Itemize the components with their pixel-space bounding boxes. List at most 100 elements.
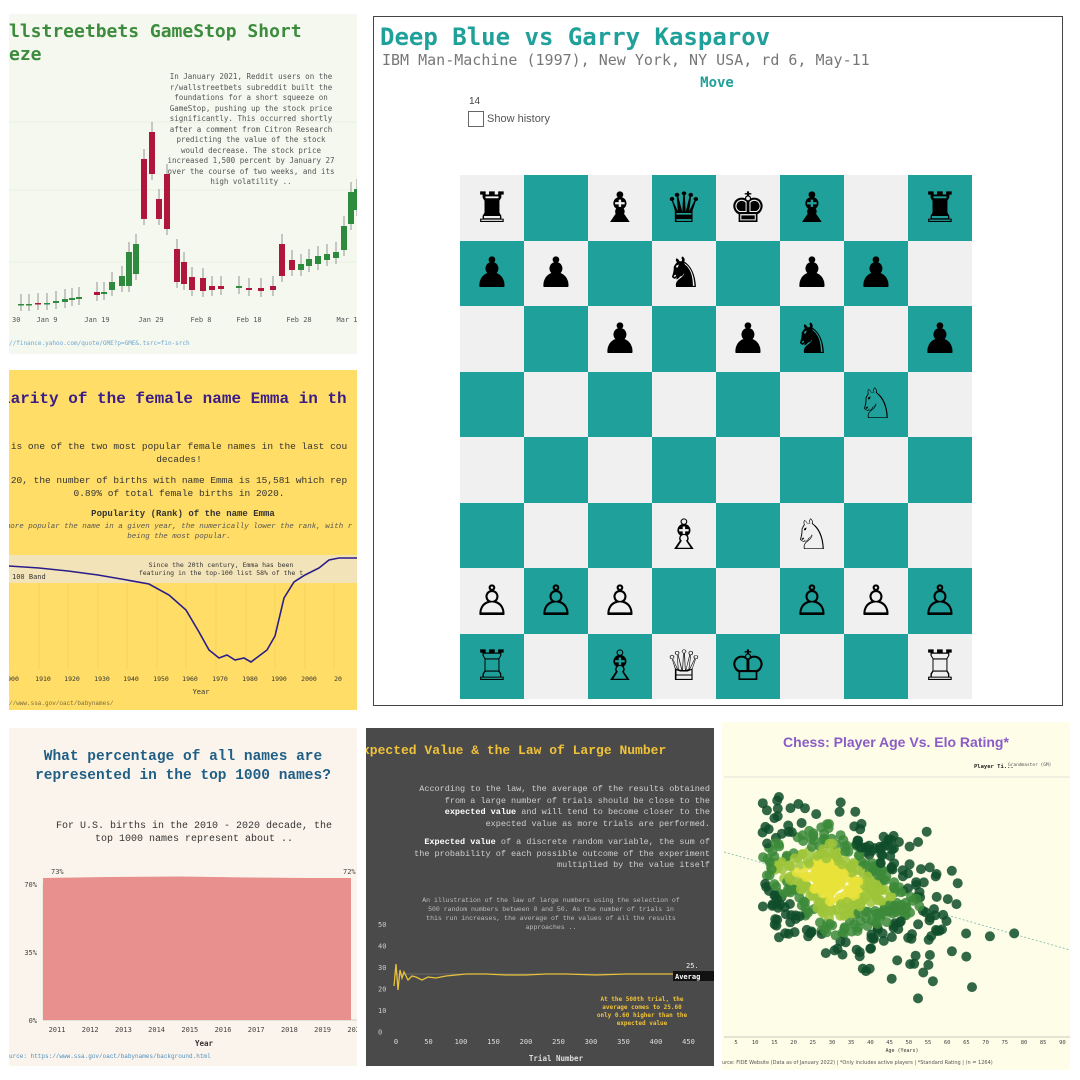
square-d7[interactable]: ♞ — [652, 240, 716, 306]
square-a4[interactable] — [460, 437, 524, 503]
square-d5[interactable] — [652, 371, 716, 437]
square-a3[interactable] — [460, 502, 524, 568]
square-a5[interactable] — [460, 371, 524, 437]
move-number[interactable]: 14 — [469, 96, 481, 107]
show-history-toggle[interactable]: Show history — [468, 111, 550, 127]
player-point — [826, 886, 837, 897]
player-point — [921, 826, 932, 837]
player-point — [823, 863, 834, 874]
square-g6[interactable] — [844, 306, 908, 372]
square-c5[interactable] — [588, 371, 652, 437]
square-h6[interactable]: ♟ — [908, 306, 972, 372]
square-d8[interactable]: ♛ — [652, 175, 716, 241]
x-tick: 25 — [809, 1040, 816, 1046]
square-e2[interactable] — [716, 568, 780, 634]
square-f8[interactable]: ♝ — [780, 175, 844, 241]
show-history-checkbox[interactable] — [468, 111, 484, 127]
square-f7[interactable]: ♟ — [780, 240, 844, 306]
square-e6[interactable]: ♟ — [716, 306, 780, 372]
player-point — [769, 813, 780, 824]
square-b6[interactable] — [524, 306, 588, 372]
square-g4[interactable] — [844, 437, 908, 503]
square-b5[interactable] — [524, 371, 588, 437]
square-h4[interactable] — [908, 437, 972, 503]
square-c4[interactable] — [588, 437, 652, 503]
square-e8[interactable]: ♚ — [716, 175, 780, 241]
square-g5[interactable]: ♘ — [844, 371, 908, 437]
x-tick: 400 — [650, 1038, 663, 1046]
square-e5[interactable] — [716, 371, 780, 437]
square-c7[interactable] — [588, 240, 652, 306]
square-a2[interactable]: ♙ — [460, 568, 524, 634]
square-g7[interactable]: ♟ — [844, 240, 908, 306]
square-h2[interactable]: ♙ — [908, 568, 972, 634]
square-g8[interactable] — [844, 175, 908, 241]
emma-annotation-2: featuring in the top-100 list 58% of the… — [139, 569, 303, 577]
square-c3[interactable] — [588, 502, 652, 568]
square-a1[interactable]: ♖ — [460, 633, 524, 699]
square-h3[interactable] — [908, 502, 972, 568]
square-d1[interactable]: ♕ — [652, 633, 716, 699]
square-d2[interactable] — [652, 568, 716, 634]
square-c6[interactable]: ♟ — [588, 306, 652, 372]
player-point — [790, 910, 801, 921]
square-g2[interactable]: ♙ — [844, 568, 908, 634]
y-tick: 35% — [24, 949, 37, 957]
top1000-source-link[interactable]: urce: https://www.ssa.gov/oact/babynames… — [9, 1053, 211, 1060]
square-h7[interactable] — [908, 240, 972, 306]
player-point — [773, 792, 784, 802]
square-b1[interactable] — [524, 633, 588, 699]
square-d4[interactable] — [652, 437, 716, 503]
square-g3[interactable] — [844, 502, 908, 568]
emma-source-link[interactable]: //www.ssa.gov/oact/babynames/ — [9, 700, 114, 707]
square-e4[interactable] — [716, 437, 780, 503]
square-h1[interactable]: ♖ — [908, 633, 972, 699]
x-tick: 2000 — [301, 675, 317, 683]
square-f2[interactable]: ♙ — [780, 568, 844, 634]
candle — [35, 303, 41, 305]
player-point — [877, 928, 888, 939]
square-b2[interactable]: ♙ — [524, 568, 588, 634]
square-b3[interactable] — [524, 502, 588, 568]
square-a6[interactable] — [460, 306, 524, 372]
player-point — [780, 909, 791, 920]
candle — [94, 292, 100, 295]
square-f1[interactable] — [780, 633, 844, 699]
square-b8[interactable] — [524, 175, 588, 241]
square-a8[interactable]: ♜ — [460, 175, 524, 241]
square-e3[interactable] — [716, 502, 780, 568]
player-point — [855, 824, 866, 835]
square-h8[interactable]: ♜ — [908, 175, 972, 241]
square-b4[interactable] — [524, 437, 588, 503]
x-tick: 300 — [585, 1038, 598, 1046]
player-point — [776, 828, 787, 839]
x-tick: 60 — [944, 1040, 951, 1046]
player-point — [904, 859, 915, 870]
square-f5[interactable] — [780, 371, 844, 437]
gamestop-source-link[interactable]: //finance.yahoo.com/quote/GME?p=GME&.tsr… — [9, 340, 190, 347]
square-f3[interactable]: ♘ — [780, 502, 844, 568]
player-point — [865, 897, 876, 908]
square-h5[interactable] — [908, 371, 972, 437]
candle — [200, 278, 206, 291]
square-f6[interactable]: ♞ — [780, 306, 844, 372]
square-d3[interactable]: ♗ — [652, 502, 716, 568]
x-tick: 30 — [829, 1040, 836, 1046]
square-f4[interactable] — [780, 437, 844, 503]
player-point — [913, 993, 923, 1004]
player-point — [761, 881, 772, 892]
player-point — [854, 947, 865, 958]
square-c1[interactable]: ♗ — [588, 633, 652, 699]
show-history-label: Show history — [487, 113, 550, 125]
player-point — [924, 950, 935, 960]
square-a7[interactable]: ♟ — [460, 240, 524, 306]
square-c2[interactable]: ♙ — [588, 568, 652, 634]
square-e7[interactable] — [716, 240, 780, 306]
square-g1[interactable] — [844, 633, 908, 699]
square-b7[interactable]: ♟ — [524, 240, 588, 306]
candle — [298, 264, 304, 270]
square-c8[interactable]: ♝ — [588, 175, 652, 241]
square-d6[interactable] — [652, 306, 716, 372]
x-tick: 1970 — [212, 675, 228, 683]
square-e1[interactable]: ♔ — [716, 633, 780, 699]
